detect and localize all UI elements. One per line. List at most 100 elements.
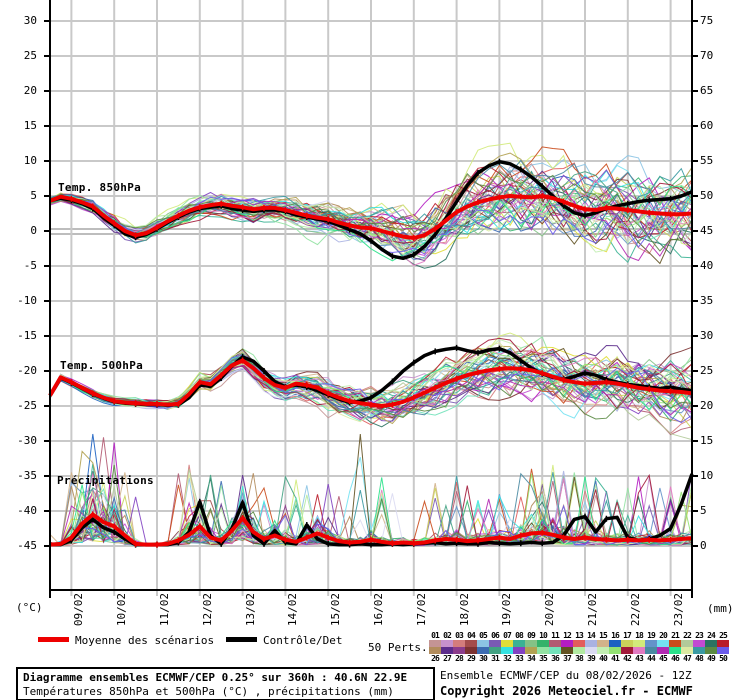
perturbation-color-swatch (645, 640, 657, 647)
x-axis-date-label: 18/02 (457, 593, 471, 627)
perturbation-cell: 07 32 (501, 631, 513, 663)
perturbation-cell: 11 36 (549, 631, 561, 663)
perturbation-number: 39 (587, 654, 596, 663)
perturbation-color-swatch (705, 647, 717, 654)
perturbation-number: 19 (647, 631, 656, 640)
perturbation-color-swatch (525, 647, 537, 654)
perturbation-color-swatch (477, 647, 489, 654)
perturbation-number: 24 (707, 631, 716, 640)
perturbation-number: 02 (443, 631, 452, 640)
perturbation-number: 17 (623, 631, 632, 640)
perturbation-color-swatch (693, 640, 705, 647)
x-axis-date-label: 09/02 (72, 593, 86, 627)
perturbation-number: 49 (707, 654, 716, 663)
perturbation-number: 48 (695, 654, 704, 663)
perturbation-color-swatch (597, 640, 609, 647)
perturbation-color-swatch (717, 640, 729, 647)
y-axis-left-tick-label: -5 (23, 259, 37, 272)
ensemble-member-line (49, 170, 693, 252)
perturbation-cell: 19 44 (645, 631, 657, 663)
perturbation-number: 10 (539, 631, 548, 640)
perturbation-color-strip: 01 26 02 27 03 28 04 29 05 30 06 31 07 32 08 33 09 34 10 35… (429, 631, 729, 663)
perturbation-cell: 20 45 (657, 631, 669, 663)
perturbation-number: 11 (551, 631, 560, 640)
x-axis-date-label: 20/02 (543, 593, 557, 627)
perturbation-number: 08 (515, 631, 524, 640)
perturbation-color-swatch (549, 640, 561, 647)
y-axis-right-tick-label: 15 (700, 434, 714, 447)
perturbation-cell: 23 48 (693, 631, 705, 663)
perturbation-number: 33 (515, 654, 524, 663)
perturbation-number: 05 (479, 631, 488, 640)
perturbation-color-swatch (477, 640, 489, 647)
y-axis-left-tick-label: -25 (17, 399, 37, 412)
perturbation-cell: 21 46 (669, 631, 681, 663)
perturbation-color-swatch (537, 647, 549, 654)
perturbation-number: 26 (431, 654, 440, 663)
perturbation-color-swatch (609, 640, 621, 647)
perturbation-color-swatch (441, 640, 453, 647)
perturbation-color-swatch (633, 640, 645, 647)
perturbation-number: 46 (671, 654, 680, 663)
y-axis-right-tick-label: 35 (700, 294, 714, 307)
perturbation-number: 43 (635, 654, 644, 663)
perturbation-number: 32 (503, 654, 512, 663)
x-axis-date-label: 22/02 (628, 593, 642, 627)
ensemble-member-line (49, 182, 693, 249)
y-axis-left-tick-label: 5 (30, 189, 37, 202)
perturbation-cell: 09 34 (525, 631, 537, 663)
perturbation-cell: 25 50 (717, 631, 729, 663)
x-axis-date-label: 15/02 (329, 593, 343, 627)
perturbation-number: 35 (539, 654, 548, 663)
perturbation-color-swatch (669, 647, 681, 654)
perturbation-number: 21 (671, 631, 680, 640)
y-axis-left-tick-label: 30 (23, 14, 37, 27)
perturbation-color-swatch (693, 647, 705, 654)
unit-left-label: (°C) (16, 601, 43, 614)
perturbation-cell: 05 30 (477, 631, 489, 663)
legend-control-swatch (226, 637, 257, 642)
unit-right-label: (mm) (707, 602, 734, 615)
legend-mean-swatch (38, 637, 69, 642)
y-axis-right-tick-label: 40 (700, 259, 714, 272)
perturbation-color-swatch (441, 647, 453, 654)
y-axis-right-tick-label: 60 (700, 119, 714, 132)
perturbation-color-swatch (705, 640, 717, 647)
perturbation-number: 42 (623, 654, 632, 663)
y-axis-left-tick-label: -10 (17, 294, 37, 307)
perturbation-number: 40 (599, 654, 608, 663)
perturbation-color-swatch (657, 640, 669, 647)
perturbation-color-swatch (513, 640, 525, 647)
perturbation-number: 12 (563, 631, 572, 640)
x-axis-date-label: 14/02 (286, 593, 300, 627)
panel-label-500: Temp. 500hPa (60, 359, 144, 372)
perturbation-cell: 02 27 (441, 631, 453, 663)
y-axis-left-tick-label: -40 (17, 504, 37, 517)
y-axis-left-tick-label: -15 (17, 329, 37, 342)
perturbation-cell: 16 41 (609, 631, 621, 663)
perturbation-number: 06 (491, 631, 500, 640)
y-axis-left-tick-label: -45 (17, 539, 37, 552)
y-axis-left-tick-label: 25 (23, 49, 37, 62)
perturbation-number: 29 (467, 654, 476, 663)
y-axis-left-tick-label: 10 (23, 154, 37, 167)
y-axis-right-tick-label: 50 (700, 189, 714, 202)
perturbation-color-swatch (561, 647, 573, 654)
perturbation-number: 45 (659, 654, 668, 663)
perturbation-color-swatch (513, 647, 525, 654)
x-axis-date-label: 13/02 (243, 593, 257, 627)
perturbation-number: 09 (527, 631, 536, 640)
perturbation-cell: 18 43 (633, 631, 645, 663)
y-axis-right-tick-label: 75 (700, 14, 714, 27)
perturbation-number: 25 (719, 631, 728, 640)
gridlines (50, 0, 692, 596)
perturbation-number: 15 (599, 631, 608, 640)
perturbation-color-swatch (549, 647, 561, 654)
plume-precip (49, 433, 694, 548)
perturbation-color-swatch (489, 647, 501, 654)
perturbation-number: 03 (455, 631, 464, 640)
info-box: Diagramme ensembles ECMWF/CEP 0.25° sur … (16, 667, 435, 700)
ensemble-member-line (49, 170, 693, 245)
perturbation-color-swatch (465, 647, 477, 654)
perturbation-color-swatch (465, 640, 477, 647)
